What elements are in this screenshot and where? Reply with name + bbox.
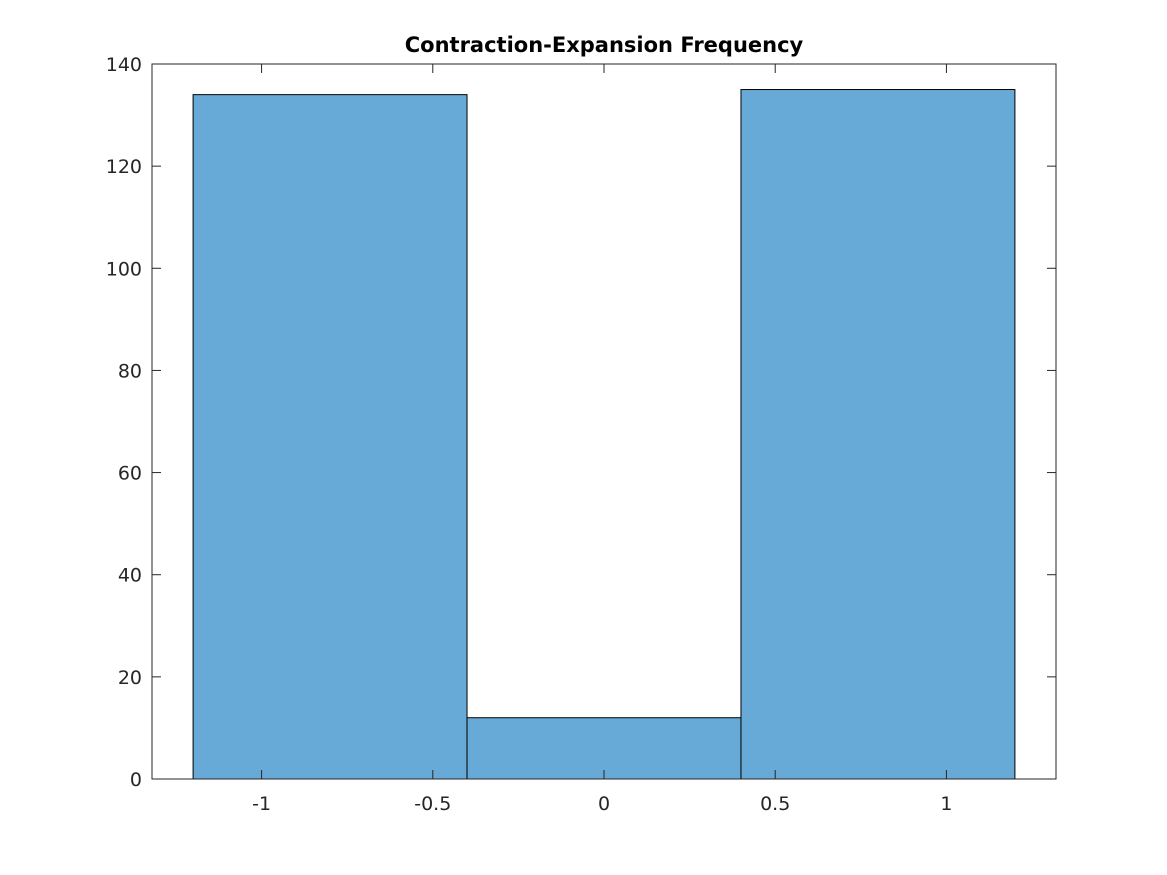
chart-title: Contraction-Expansion Frequency — [405, 33, 804, 57]
x-tick-label: 0 — [598, 793, 610, 815]
y-tick-label: 60 — [118, 463, 142, 485]
x-tick-label: 1 — [940, 793, 952, 815]
y-tick-label: 80 — [118, 360, 142, 382]
histogram-bar-0 — [192, 94, 468, 780]
y-tick-label: 40 — [118, 565, 142, 587]
x-tick-label: -1 — [252, 793, 271, 815]
axes-box — [151, 63, 1057, 780]
y-tick-label: 120 — [106, 156, 142, 178]
x-tick-label: 0.5 — [760, 793, 790, 815]
x-tick-label: -0.5 — [414, 793, 451, 815]
bars-layer — [192, 89, 1016, 780]
y-tick-label: 140 — [106, 54, 142, 76]
y-tick-label: 0 — [130, 769, 142, 791]
histogram-bar-1 — [466, 717, 742, 780]
histogram-bar-2 — [740, 89, 1016, 780]
ticks-layer: -1 -0.5 0 0.5 1 0 20 40 60 80 100 120 140 — [106, 54, 1056, 815]
y-tick-label: 100 — [106, 258, 142, 280]
y-tick-label: 20 — [118, 667, 142, 689]
